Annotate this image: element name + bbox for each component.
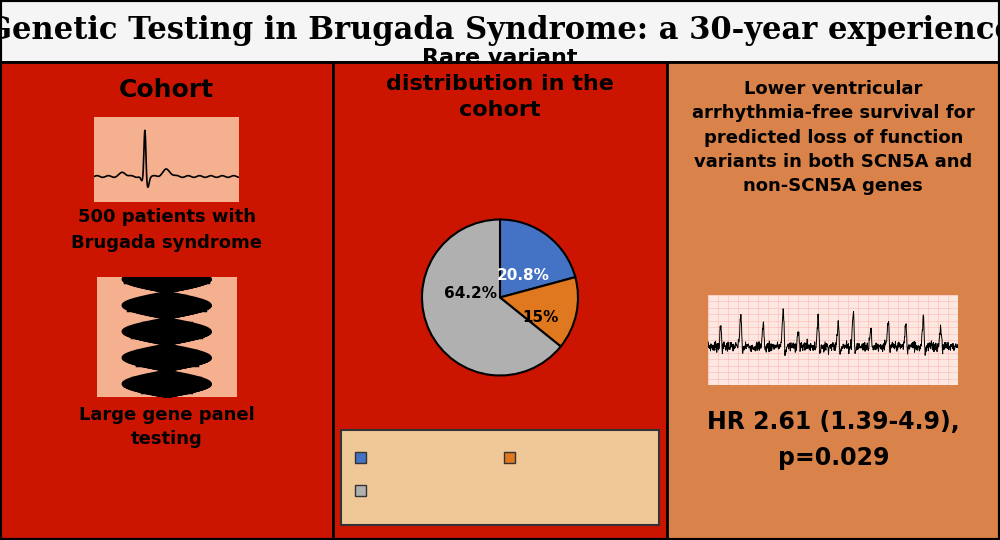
Text: 15%: 15% xyxy=(522,309,559,325)
Bar xyxy=(97,277,237,397)
Text: Rare variant
distribution in the
cohort: Rare variant distribution in the cohort xyxy=(386,48,614,120)
Bar xyxy=(0,62,333,540)
Text: 20.8%: 20.8% xyxy=(497,268,550,283)
Bar xyxy=(504,452,515,463)
Text: 64.2%: 64.2% xyxy=(444,286,497,301)
Bar xyxy=(708,295,958,385)
Bar xyxy=(94,117,239,202)
Bar xyxy=(355,485,366,496)
Bar xyxy=(355,452,366,463)
Wedge shape xyxy=(500,277,578,347)
Text: HR 2.61 (1.39-4.9),
p=0.029: HR 2.61 (1.39-4.9), p=0.029 xyxy=(707,410,960,470)
Text: No Variants: No Variants xyxy=(371,484,443,497)
Wedge shape xyxy=(422,219,561,375)
Text: Genetic Testing in Brugada Syndrome: a 30-year experience: Genetic Testing in Brugada Syndrome: a 3… xyxy=(0,16,1000,46)
Text: Large gene panel
testing: Large gene panel testing xyxy=(79,406,255,449)
Bar xyxy=(341,430,659,525)
Text: 500 patients with
Brugada syndrome: 500 patients with Brugada syndrome xyxy=(71,208,262,252)
Text: Lower ventricular
arrhythmia-free survival for
predicted loss of function
varian: Lower ventricular arrhythmia-free surviv… xyxy=(692,80,975,195)
Bar xyxy=(667,62,1000,540)
Bar xyxy=(0,0,1000,62)
Bar xyxy=(333,62,667,540)
Text: Cohort: Cohort xyxy=(119,78,214,102)
Wedge shape xyxy=(500,219,575,298)
Text: SCN5A P/LP variant: SCN5A P/LP variant xyxy=(371,451,492,464)
Text: Non SCN5A variant: Non SCN5A variant xyxy=(520,451,640,464)
